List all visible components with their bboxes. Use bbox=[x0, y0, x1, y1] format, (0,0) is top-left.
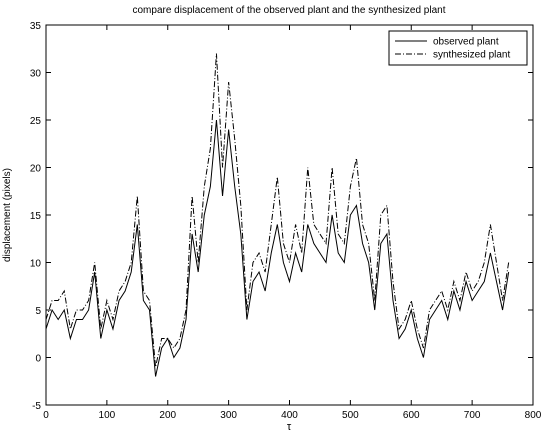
y-tick-label: 0 bbox=[35, 354, 41, 365]
x-tick-label: 400 bbox=[281, 410, 298, 421]
legend-box bbox=[388, 30, 528, 66]
x-tick-label: 0 bbox=[43, 410, 49, 421]
y-tick-label: 35 bbox=[30, 21, 42, 32]
x-tick-label: 500 bbox=[342, 410, 359, 421]
y-tick-label: 5 bbox=[35, 306, 41, 317]
x-tick-label: 700 bbox=[464, 410, 481, 421]
x-axis-label: τ bbox=[287, 421, 292, 433]
x-tick-label: 800 bbox=[525, 410, 542, 421]
y-tick-label: 25 bbox=[30, 116, 42, 127]
y-tick-label: -5 bbox=[32, 401, 41, 412]
y-tick-label: 30 bbox=[30, 69, 42, 80]
legend-label: observed plant bbox=[433, 37, 499, 48]
legend-label: synthesized plant bbox=[433, 50, 510, 61]
data-line bbox=[45, 53, 510, 368]
data-line bbox=[45, 119, 510, 377]
y-tick-label: 15 bbox=[30, 211, 42, 222]
y-tick-label: 20 bbox=[30, 164, 42, 175]
x-tick-label: 100 bbox=[99, 410, 116, 421]
x-tick-label: 600 bbox=[403, 410, 420, 421]
x-tick-label: 300 bbox=[220, 410, 237, 421]
y-axis-label: displacement (pixels) bbox=[2, 168, 13, 262]
chart-title: compare displacement of the observed pla… bbox=[133, 5, 446, 16]
y-tick-label: 10 bbox=[30, 259, 42, 270]
x-tick-label: 200 bbox=[159, 410, 176, 421]
